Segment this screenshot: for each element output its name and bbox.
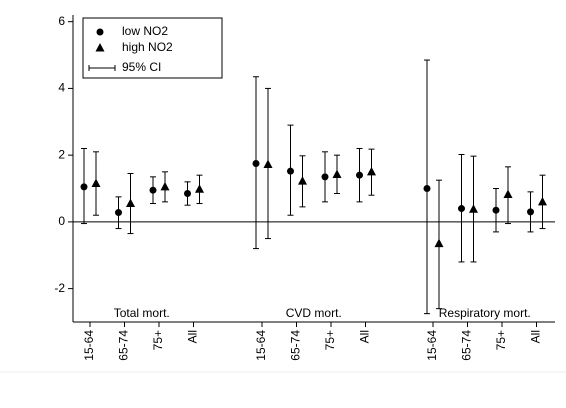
point (252, 159, 260, 167)
x-tick-label: 65-74 (460, 330, 474, 361)
point (287, 167, 294, 175)
point (503, 189, 513, 199)
x-tick-label: All (529, 330, 543, 343)
point (332, 169, 342, 179)
x-tick-label: All (358, 330, 372, 343)
point (91, 178, 101, 188)
legend-marker (95, 43, 105, 52)
legend-label: low NO2 (122, 24, 168, 38)
point (423, 185, 431, 193)
group-label: Total mort. (114, 306, 170, 320)
x-tick-label: 75+ (151, 330, 165, 350)
point (126, 198, 135, 208)
x-tick-label: 75+ (494, 330, 508, 350)
x-tick-label: 65-74 (289, 330, 303, 361)
x-tick-label: 15-64 (425, 330, 439, 361)
y-tick-label: 6 (58, 14, 65, 28)
y-tick-label: 2 (58, 147, 65, 161)
point (469, 204, 478, 213)
point (356, 171, 363, 179)
point (434, 238, 444, 248)
point (80, 183, 88, 191)
x-tick-label: 75+ (323, 330, 337, 350)
y-tick-label: 4 (58, 81, 65, 95)
point (195, 184, 204, 193)
legend-label: high NO2 (122, 40, 173, 54)
x-tick-label: 65-74 (117, 330, 131, 361)
y-tick-label: 0 (58, 214, 65, 228)
point (149, 186, 157, 194)
point (184, 190, 191, 198)
point (115, 209, 122, 217)
point (321, 173, 329, 181)
x-tick-label: 15-64 (82, 330, 96, 361)
point (492, 206, 500, 214)
x-tick-label: All (186, 330, 200, 343)
point (527, 208, 534, 216)
point (367, 166, 376, 176)
legend-marker (96, 28, 104, 36)
legend-label: 95% CI (122, 60, 161, 74)
point (263, 159, 273, 168)
x-tick-label: 15-64 (254, 330, 268, 361)
point (458, 205, 465, 213)
group-label: Respiratory mort. (439, 306, 531, 320)
y-tick-label: -2 (54, 281, 65, 295)
point (298, 176, 307, 185)
point (160, 181, 170, 191)
point (538, 196, 547, 206)
group-label: CVD mort. (286, 306, 342, 320)
